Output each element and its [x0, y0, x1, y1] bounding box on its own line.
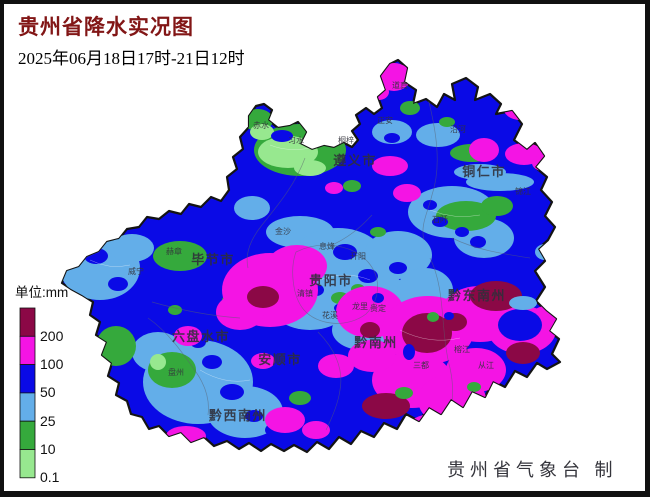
label-qiandongnan: 黔东南州: [448, 288, 506, 303]
label-sandu: 三都: [413, 361, 429, 370]
label-qiannan: 黔南州: [354, 335, 398, 350]
label-shiqian: 石阡: [432, 215, 448, 224]
label-anshun: 安顺市: [258, 352, 302, 367]
label-huaxi: 花溪: [322, 310, 338, 320]
legend-label-10: 10: [40, 441, 56, 457]
date-range: 2025年06月18日17时-21日12时: [18, 49, 245, 68]
label-longli: 龙里: [352, 301, 368, 311]
label-bijie: 毕节市: [191, 252, 235, 267]
label-weining: 威宁: [128, 266, 144, 276]
label-guiyang: 贵阳市: [309, 273, 353, 288]
label-liupanshui: 六盘水市: [172, 329, 230, 344]
legend-swatch-10: [19, 420, 36, 450]
label-yanhe: 沿河: [450, 124, 466, 134]
city-labels: 遵义市 铜仁市 毕节市 贵阳市 六盘水市 安顺市 黔南州 黔东南州 黔西南州: [172, 153, 506, 423]
legend-swatch-200: [19, 307, 36, 337]
layer-blue-speckles: [84, 130, 486, 437]
legend-swatch-01: [19, 449, 36, 479]
label-congjiang: 从江: [478, 361, 494, 370]
label-tongren: 铜仁市: [461, 164, 506, 179]
page-title: 贵州省降水实况图: [18, 16, 194, 39]
label-xifeng: 息烽: [319, 241, 335, 251]
label-zunyi: 遵义市: [333, 153, 377, 168]
layer-over-200mm: [247, 281, 540, 446]
legend-label-25: 25: [40, 413, 56, 429]
label-zhengan: 正安: [377, 115, 393, 125]
label-panzhou: 盘州: [168, 367, 184, 377]
credit-text: 贵州省气象台 制: [447, 460, 618, 480]
label-chishui: 赤水: [253, 120, 269, 130]
legend-swatch-100: [19, 335, 36, 365]
legend-label-50: 50: [40, 384, 56, 400]
label-qianxinan: 黔西南州: [209, 408, 267, 423]
label-daozhen: 道真: [392, 80, 408, 90]
town-labels: 赤水 习水 桐梓 道真 正安 沿河 锦江 石阡 威宁 赫章 金沙 息烽 开阳 清…: [128, 80, 531, 377]
label-hezhang: 赫章: [166, 246, 182, 256]
legend-swatch-50: [19, 364, 36, 394]
legend-label-100: 100: [40, 356, 64, 372]
legend-unit-label: 单位:mm: [15, 285, 68, 300]
label-qingzhen: 清镇: [297, 288, 313, 298]
label-kaiyang: 开阳: [350, 252, 366, 261]
label-rongjiang: 榕江: [454, 344, 470, 354]
layer-pockets: [372, 293, 542, 399]
label-xishui: 习水: [288, 135, 304, 145]
legend-label-01: 0.1: [40, 469, 60, 485]
boundary-lines: [89, 97, 531, 431]
label-tongzi: 桐梓: [338, 135, 354, 145]
legend-swatch-25: [19, 392, 36, 422]
label-guiding: 贵定: [370, 303, 386, 313]
label-jinjiang: 锦江: [515, 186, 531, 196]
legend-label-200: 200: [40, 328, 64, 344]
label-jinsha: 金沙: [275, 226, 291, 236]
legend: 单位:mm 200 100 50 25 10 0.1: [15, 285, 68, 485]
